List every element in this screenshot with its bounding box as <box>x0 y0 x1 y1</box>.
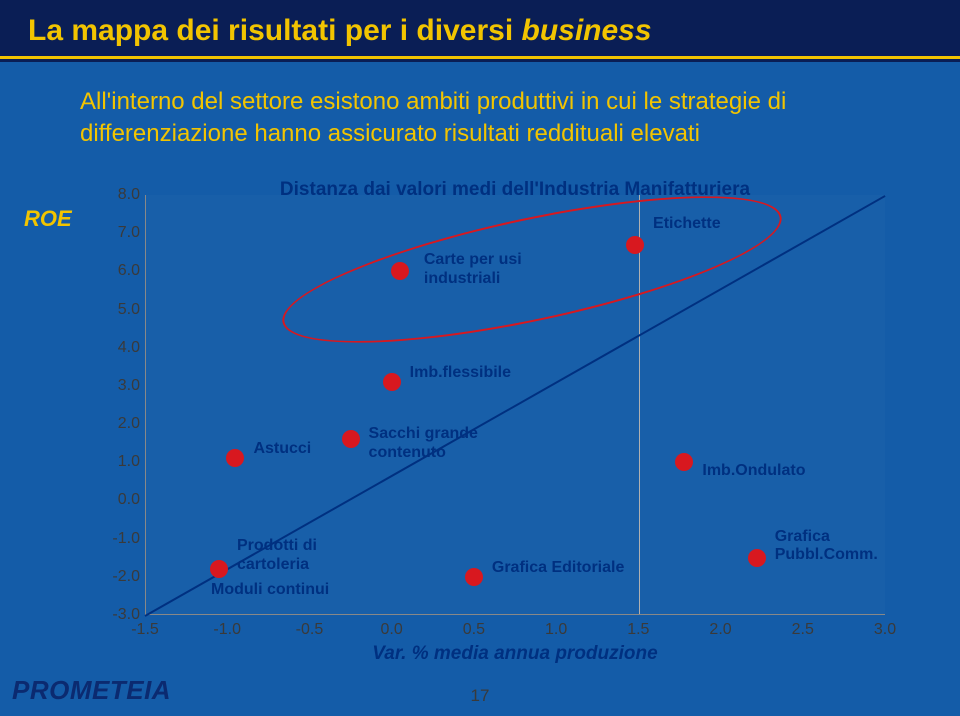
scatter-chart: Distanza dai valori medi dell'Industria … <box>90 185 910 665</box>
label-imb-ondulato: Imb.Ondulato <box>702 462 805 480</box>
label-carte-usi-industriali: Carte per usiindustriali <box>424 251 522 288</box>
point-carte-usi-industriali <box>391 262 409 280</box>
x-tick: -1.5 <box>131 621 159 639</box>
x-tick: 0.0 <box>381 621 403 639</box>
title-italic: business <box>522 14 652 47</box>
point-etichette <box>626 236 644 254</box>
slide-title: La mappa dei risultati per i diversi bus… <box>28 14 932 48</box>
x-axis-label: Var. % media annua produzione <box>145 643 885 665</box>
body-text: All'interno del settore esistono ambiti … <box>80 86 900 151</box>
point-imb-ondulato <box>675 453 693 471</box>
footer-brand: PROMETEIA <box>12 675 171 706</box>
x-tick: 3.0 <box>874 621 896 639</box>
x-tick: 1.0 <box>545 621 567 639</box>
y-tick: 0.0 <box>94 491 140 509</box>
x-tick: -0.5 <box>296 621 324 639</box>
y-tick: 5.0 <box>94 301 140 319</box>
x-tick: 2.0 <box>709 621 731 639</box>
roe-axis-label: ROE <box>24 206 72 232</box>
y-tick: 7.0 <box>94 224 140 242</box>
label-astucci: Astucci <box>253 440 311 458</box>
x-tick: 0.5 <box>463 621 485 639</box>
y-tick: 6.0 <box>94 262 140 280</box>
point-grafica-editoriale <box>465 568 483 586</box>
label-grafica-editoriale: Grafica Editoriale <box>492 559 625 577</box>
label-prodotti-cartoleria: Prodotti dicartoleria <box>237 537 317 574</box>
title-plain: La mappa dei risultati per i diversi <box>28 14 522 47</box>
y-tick: 4.0 <box>94 339 140 357</box>
y-tick: -1.0 <box>94 530 140 548</box>
label-imb-flessibile: Imb.flessibile <box>410 364 511 382</box>
y-tick: 1.0 <box>94 453 140 471</box>
point-grafica-pubbl <box>748 549 766 567</box>
label-sacchi-grande: Sacchi grandecontenuto <box>369 425 478 462</box>
point-imb-flessibile <box>383 373 401 391</box>
label-moduli-continui: Moduli continui <box>211 581 329 599</box>
x-tick: -1.0 <box>213 621 241 639</box>
y-tick: 8.0 <box>94 186 140 204</box>
point-prodotti-cartoleria <box>210 560 228 578</box>
x-tick: 1.5 <box>627 621 649 639</box>
point-astucci <box>226 449 244 467</box>
point-sacchi-grande <box>342 430 360 448</box>
x-tick: 2.5 <box>792 621 814 639</box>
y-tick: -2.0 <box>94 568 140 586</box>
label-etichette: Etichette <box>653 215 721 233</box>
label-grafica-pubbl: GraficaPubbl.Comm. <box>775 528 878 565</box>
title-underline <box>0 56 960 59</box>
y-tick: 3.0 <box>94 377 140 395</box>
y-tick: 2.0 <box>94 415 140 433</box>
page-number: 17 <box>471 686 490 706</box>
